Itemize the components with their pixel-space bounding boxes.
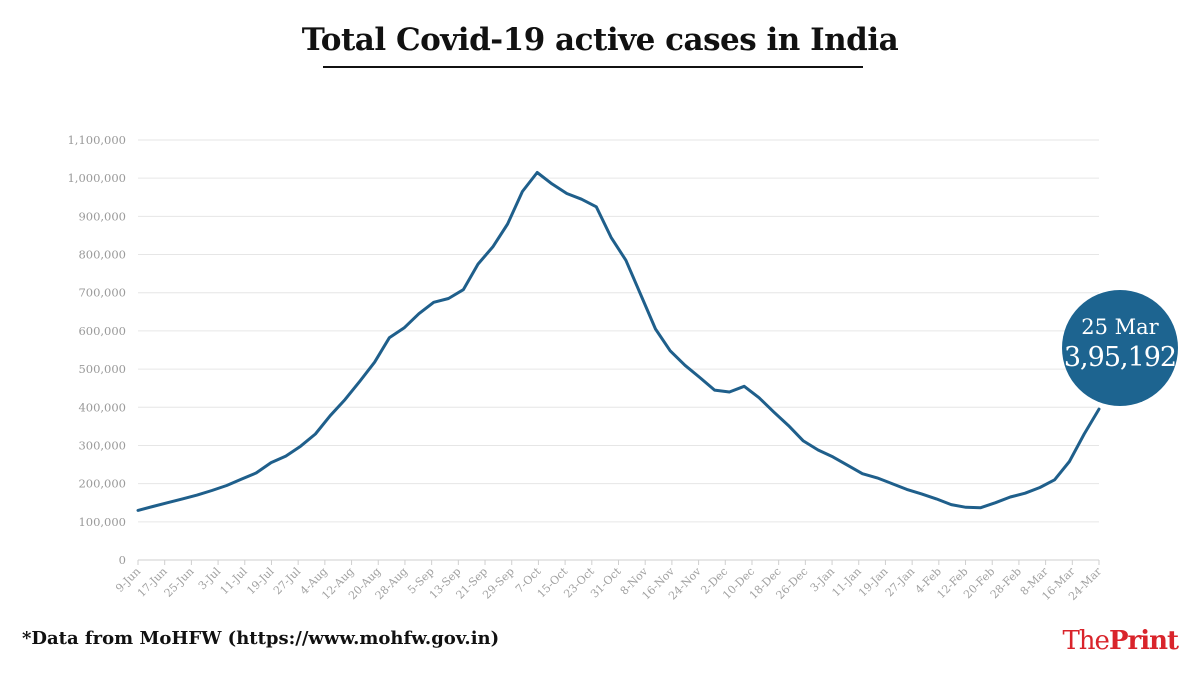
last-value-callout: 25 Mar 3,95,192 [1062, 290, 1178, 406]
chart-title: Total Covid-19 active cases in India [301, 22, 899, 58]
y-tick-label: 100,000 [78, 515, 126, 529]
x-tick-label: 31-Oct [588, 565, 624, 601]
y-tick-label: 900,000 [78, 209, 126, 223]
x-tick-label: 27-Jan [883, 565, 917, 599]
title-underline [323, 66, 863, 68]
y-axis-ticks: 0 100,000 200,000 300,000 400,000 500,000 600,… [67, 133, 126, 567]
callout-date: 25 Mar [1081, 315, 1159, 339]
y-tick-label: 1,100,000 [67, 133, 126, 147]
grid-lines [138, 139, 1099, 561]
callout-circle [1062, 290, 1178, 406]
y-tick-label: 500,000 [78, 362, 126, 376]
data-source-note: *Data from MoHFW (https://www.mohfw.gov.… [22, 628, 500, 649]
x-tick-label: 25-Jun [162, 565, 197, 600]
y-tick-label: 200,000 [78, 477, 126, 491]
x-tick-label: 11-Jul [218, 565, 251, 598]
y-tick-label: 600,000 [78, 324, 126, 338]
callout-value: 3,95,192 [1064, 342, 1176, 373]
y-tick-label: 400,000 [78, 400, 126, 414]
x-tick-label: 27-Jul [271, 565, 304, 598]
y-tick-label: 300,000 [78, 438, 126, 452]
y-tick-label: 800,000 [78, 248, 126, 262]
theprint-logo: ThePrint [1062, 626, 1179, 656]
y-tick-label: 700,000 [78, 286, 126, 300]
y-tick-label: 0 [119, 553, 126, 567]
y-tick-label: 1,000,000 [67, 171, 126, 185]
series-line-active-cases [136, 171, 1101, 512]
x-tick-label: 19-Jul [244, 565, 277, 598]
